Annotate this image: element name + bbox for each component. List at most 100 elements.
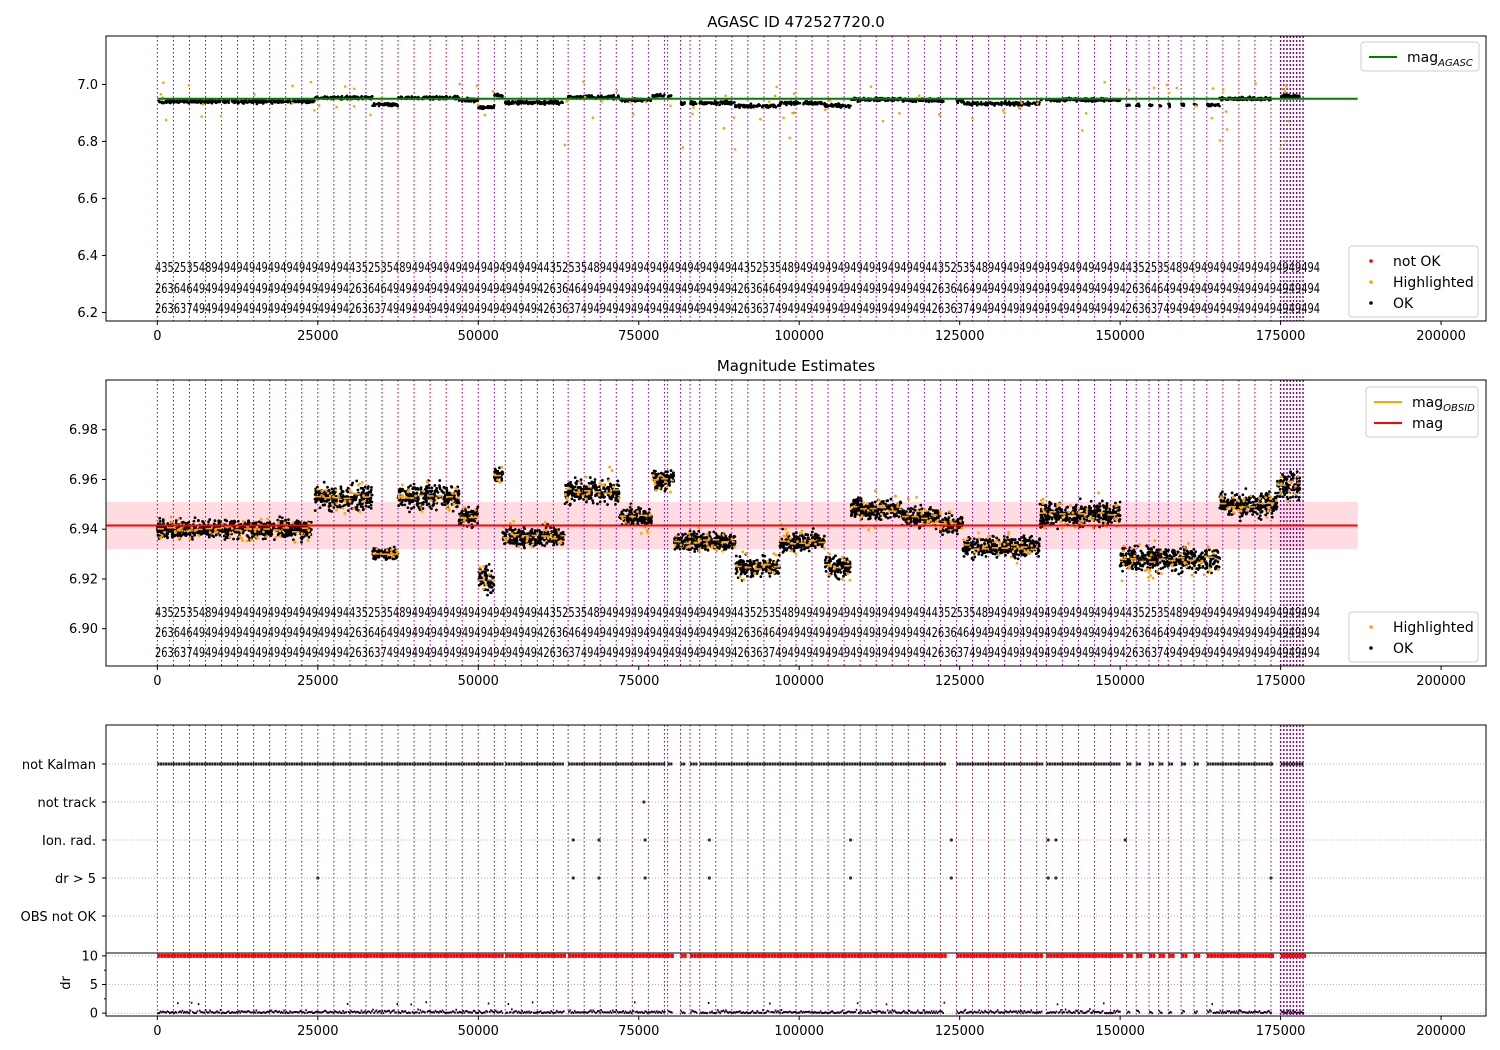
ok-point [487, 584, 491, 588]
ok-point [434, 508, 438, 512]
ok-point [537, 529, 541, 532]
ok-point [196, 99, 199, 103]
ok-point [478, 106, 482, 109]
highlighted-point [1036, 102, 1039, 105]
highlighted-point [487, 572, 491, 576]
ok-point [369, 496, 373, 500]
ok-point [360, 491, 364, 495]
ok-point [230, 100, 234, 103]
ok-point [579, 478, 583, 482]
highlighted-point [791, 111, 794, 115]
highlighted-point [576, 493, 580, 496]
ok-point [447, 500, 450, 503]
ok-point [508, 538, 512, 541]
ok-point [440, 95, 444, 99]
ok-point [939, 100, 943, 103]
highlighted-point [451, 492, 454, 495]
highlighted-point [352, 87, 356, 91]
highlighted-point [312, 109, 316, 112]
ok-point [345, 502, 349, 506]
ok-point [313, 509, 317, 512]
ok-point [446, 493, 449, 496]
ok-point [443, 503, 447, 507]
ok-point [467, 100, 471, 103]
highlighted-point [1020, 101, 1024, 105]
ok-point [299, 536, 303, 540]
ok-point [211, 99, 214, 102]
ok-point [966, 100, 969, 104]
ok-point [298, 522, 302, 525]
ok-point [280, 101, 283, 104]
highlighted-point [1103, 80, 1106, 84]
ok-point [326, 485, 329, 489]
ok-point [430, 507, 433, 510]
ok-point [302, 99, 306, 102]
highlighted-point [283, 521, 287, 525]
highlighted-point [543, 520, 547, 524]
highlighted-point [610, 469, 614, 472]
ok-point [1000, 103, 1003, 107]
highlighted-point [1017, 106, 1021, 110]
ok-point [181, 532, 185, 535]
ok-point [298, 100, 301, 103]
ok-point [212, 522, 216, 526]
ok-point [788, 100, 792, 104]
ok-point [356, 488, 360, 492]
highlighted-point [546, 536, 550, 540]
ok-point [240, 100, 244, 104]
ok-point [505, 528, 508, 532]
ok-point [990, 102, 993, 106]
ok-point [526, 101, 529, 104]
highlighted-point [559, 539, 563, 543]
ok-point [1158, 103, 1161, 107]
ok-point [265, 530, 269, 534]
highlighted-point [542, 528, 546, 532]
ok-point [588, 494, 592, 498]
ok-point [445, 491, 449, 494]
ok-point [610, 494, 614, 498]
ok-point [433, 490, 437, 494]
highlighted-point [350, 491, 354, 495]
highlighted-point [1211, 87, 1215, 90]
ok-point [438, 479, 442, 482]
ok-point [388, 102, 392, 106]
ok-point [573, 476, 577, 480]
ok-point [515, 536, 519, 540]
ok-point [394, 556, 398, 560]
ok-point [596, 502, 599, 506]
ok-point [523, 541, 526, 545]
ok-point [1282, 94, 1285, 97]
ok-point [174, 519, 178, 523]
highlighted-point [337, 494, 340, 498]
ok-point [681, 102, 685, 105]
highlighted-point [429, 499, 433, 502]
ok-point [404, 492, 408, 496]
ok-point [224, 532, 228, 535]
ok-point [278, 515, 282, 519]
ok-point [582, 485, 586, 488]
ok-point [175, 99, 179, 103]
ok-point [309, 528, 313, 531]
ok-point [300, 100, 303, 104]
ok-point [306, 531, 309, 535]
highlighted-point [230, 527, 234, 530]
highlighted-point [1221, 88, 1225, 91]
ok-point [514, 541, 518, 545]
highlighted-point [553, 535, 557, 539]
ok-point [648, 507, 651, 511]
ok-point [563, 491, 567, 494]
ok-point [418, 508, 422, 512]
panel1-title: AGASC ID 472527720.0 [707, 13, 885, 31]
highlighted-point [274, 535, 278, 539]
highlighted-point [293, 540, 297, 543]
highlighted-point [500, 465, 504, 469]
ok-point [498, 471, 502, 475]
ok-point [340, 94, 344, 98]
ok-point [646, 99, 649, 102]
ok-point [358, 501, 362, 504]
ok-point [596, 94, 600, 98]
ok-point [251, 99, 255, 103]
ok-point [1027, 102, 1031, 106]
highlighted-point [782, 116, 785, 120]
highlighted-point [773, 94, 777, 98]
